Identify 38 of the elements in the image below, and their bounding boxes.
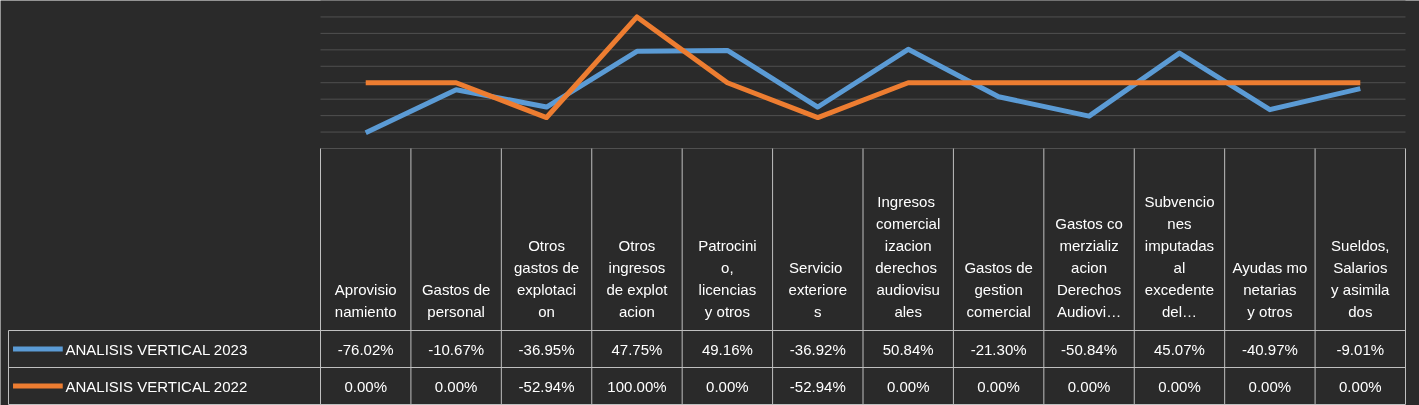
data-label: 0.00%: [1158, 377, 1201, 395]
data-label: 0.00%: [886, 377, 930, 395]
x-tick-label: Otros gastos de explotacion: [514, 237, 580, 320]
x-tick-label: Patrocinio, licencias y otros: [698, 237, 757, 320]
data-label: 0.00%: [344, 377, 387, 395]
data-label: -36.95%: [518, 340, 575, 358]
data-label: 0.00%: [1339, 377, 1382, 395]
data-label: -36.92%: [789, 340, 846, 358]
data-label: 0.00%: [977, 377, 1020, 395]
legend-label: ANALISIS VERTICAL 2022: [65, 377, 248, 395]
x-tick-label: Gastos de gestion comercial: [964, 259, 1033, 320]
data-label: 100.00%: [607, 377, 667, 395]
data-label: -52.94%: [789, 377, 846, 395]
x-tick-label: Otros ingresos de explotacion: [606, 237, 669, 320]
x-tick-label: Subvenciones imputadas al excedente del…: [1144, 193, 1215, 320]
data-label: 0.00%: [1067, 377, 1111, 395]
x-tick-label: Gastos comerzializacion Derechos Audiovi…: [1055, 215, 1123, 320]
x-tick-label: Sueldos, Salarios y asimilados: [1331, 237, 1391, 320]
data-label: -40.97%: [1241, 340, 1298, 358]
x-tick-label: Ayudas monetarias y otros: [1232, 259, 1308, 320]
data-label: -50.84%: [1061, 340, 1117, 358]
data-label: -76.02%: [337, 340, 394, 358]
data-label: -52.94%: [518, 377, 575, 395]
data-label: 0.00%: [1248, 377, 1292, 395]
data-label: 50.84%: [882, 340, 934, 358]
data-label: 0.00%: [434, 377, 478, 395]
data-label: 47.75%: [611, 340, 663, 358]
data-label: -21.30%: [970, 340, 1027, 358]
x-tick-label: Ingresos comercializacion derechos audiovisuales: [875, 193, 941, 320]
data-label: 49.16%: [701, 340, 753, 358]
x-tick-label: Aprovisionamiento: [334, 281, 397, 320]
legend-label: ANALISIS VERTICAL 2023: [65, 340, 248, 358]
data-label: 0.00%: [706, 377, 749, 395]
data-label: -10.67%: [428, 340, 485, 358]
data-label: -9.01%: [1336, 340, 1385, 358]
x-tick-label: Servicio exteriores: [788, 259, 847, 320]
data-label: 45.07%: [1154, 340, 1205, 358]
x-tick-label: Gastos de personal: [421, 281, 491, 320]
